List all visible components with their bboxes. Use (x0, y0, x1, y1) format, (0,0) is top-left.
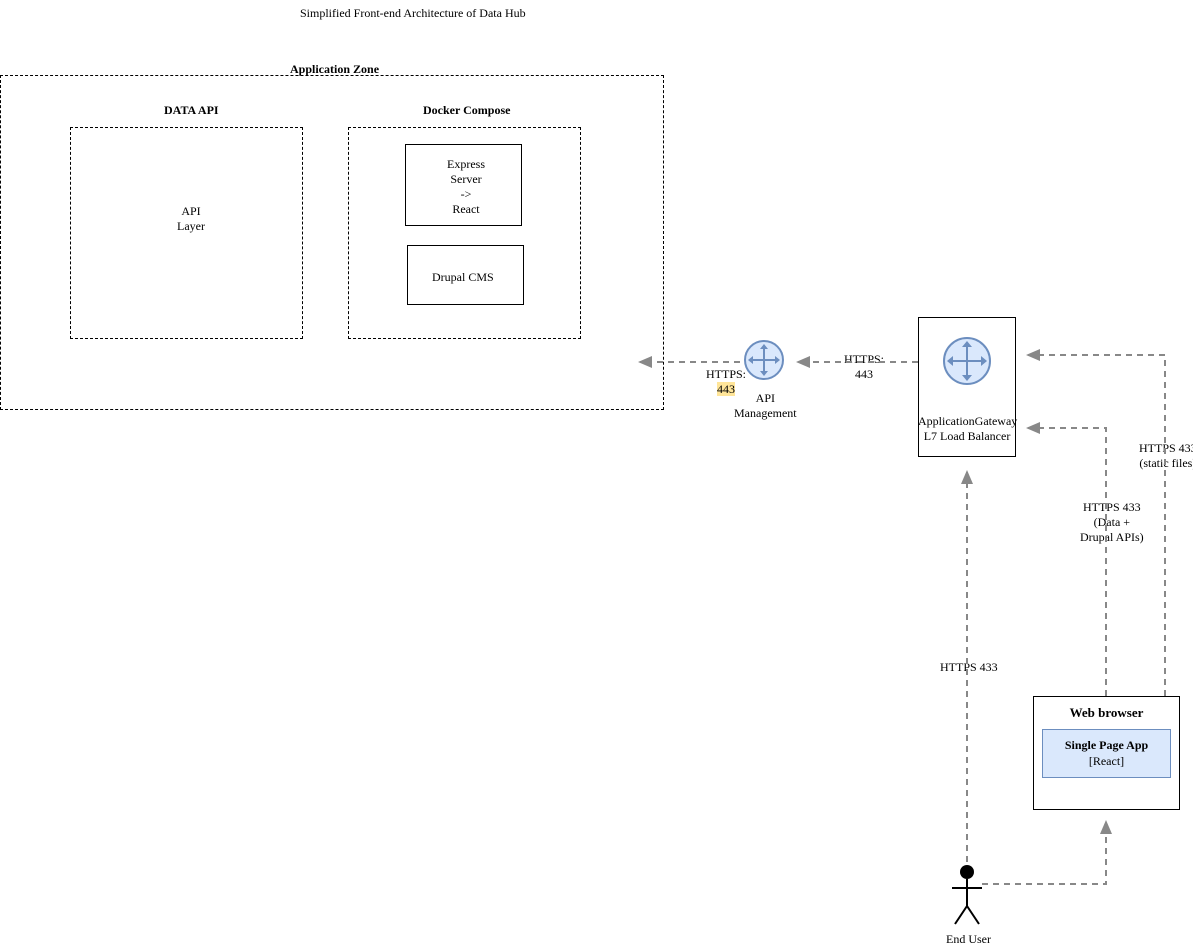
edge-browser-to-gateway-data (1028, 428, 1106, 696)
data-api-label: DATA API (164, 103, 219, 118)
edge-user-to-browser (982, 822, 1106, 884)
spa-box: Single Page App [React] (1042, 729, 1171, 778)
api-layer-text: API Layer (177, 204, 205, 234)
edge-gateway-apim-label: HTTPS: 443 (844, 352, 884, 382)
drupal-text: Drupal CMS (432, 270, 494, 285)
browser-box: Web browser Single Page App [React] (1033, 696, 1180, 810)
browser-title: Web browser (1042, 705, 1171, 721)
edge-apim-zone-text: HTTPS:443 (706, 367, 746, 397)
express-text: Express Server -> React (447, 157, 485, 217)
edge-apim-zone-label: HTTPS:443 (694, 352, 746, 412)
edge-browser-gateway-data-label: HTTPS 433 (Data + Drupal APIs) (1080, 500, 1144, 545)
spa-subtitle: [React] (1089, 754, 1124, 768)
edge-browser-gateway-static-label: HTTPS 433 (static files) (1139, 441, 1193, 471)
end-user-icon (952, 865, 982, 924)
gateway-text: ApplicationGateway L7 Load Balancer (918, 414, 1016, 444)
spa-title: Single Page App (1065, 738, 1148, 752)
diagram-canvas: Simplified Front-end Architecture of Dat… (0, 0, 1193, 944)
edge-user-gateway-label: HTTPS 433 (940, 660, 998, 675)
diagram-title: Simplified Front-end Architecture of Dat… (300, 6, 526, 21)
end-user-label: End User (946, 932, 991, 947)
api-mgmt-icon (745, 341, 783, 379)
docker-label: Docker Compose (423, 103, 510, 118)
